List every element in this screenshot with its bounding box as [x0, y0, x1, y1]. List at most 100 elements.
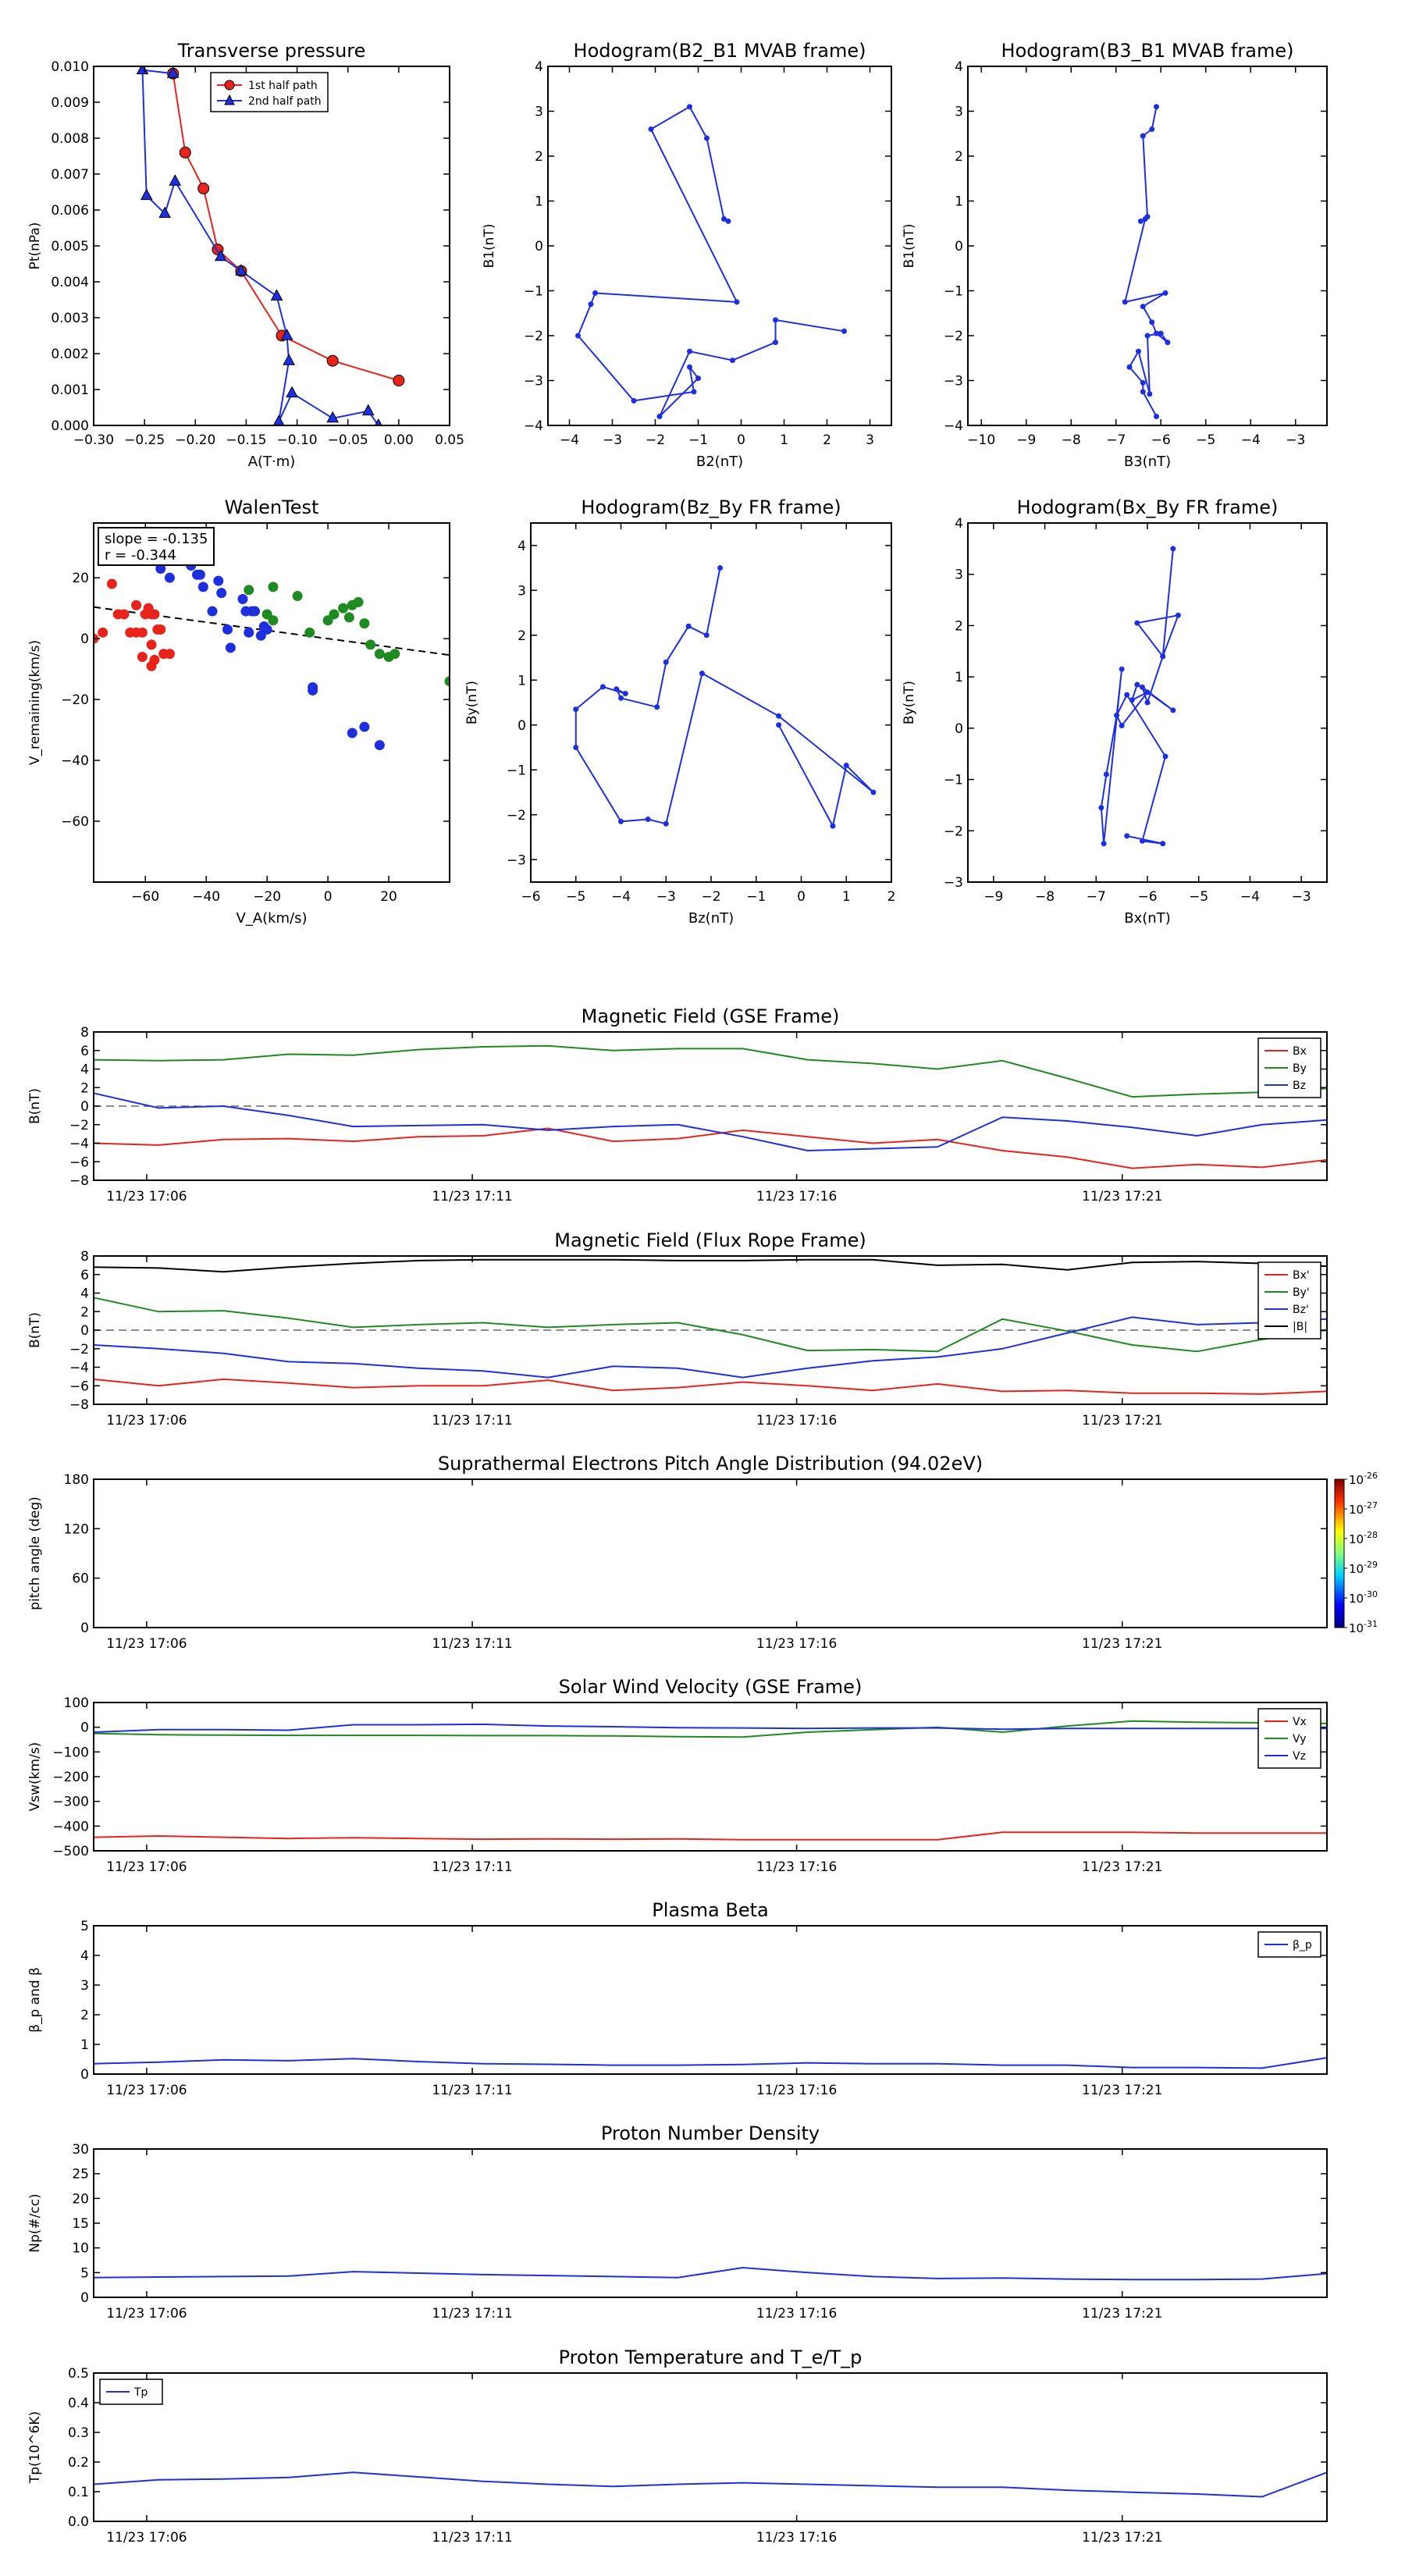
data-point [361, 404, 375, 416]
time-tick-label: 11/23 17:06 [106, 1413, 187, 1429]
x-tick-label: 20 [380, 889, 397, 905]
data-point [1119, 666, 1125, 672]
y-tick-label: 0.009 [51, 95, 89, 111]
scatter-point [244, 627, 254, 638]
plot-area [94, 551, 450, 751]
y-tick-label: 8 [80, 1249, 89, 1265]
x-tick-label: −6 [521, 889, 540, 905]
data-point [773, 317, 778, 323]
x-tick-label: −1 [688, 432, 708, 448]
scatter-point [112, 609, 123, 620]
data-point [1170, 707, 1176, 713]
data-point [573, 745, 579, 750]
y-tick-label: −100 [52, 1745, 89, 1760]
colorbar-exponent: -30 [1364, 1589, 1378, 1599]
data-point [773, 340, 778, 346]
x-tick-label: 3 [866, 432, 874, 448]
y-tick-label: 0.003 [51, 311, 89, 326]
y-tick-label: 1 [955, 194, 963, 210]
x-axis-label: B3(nT) [1124, 454, 1171, 470]
series-line [94, 2057, 1327, 2069]
x-tick-label: 0.00 [384, 432, 414, 448]
time-tick-label: 11/23 17:06 [106, 1859, 187, 1875]
y-axis-label: Pt(nPa) [27, 222, 43, 270]
series-line [94, 2266, 1327, 2281]
y-tick-label: 4 [518, 539, 526, 554]
time-tick-label: 11/23 17:11 [432, 1636, 512, 1652]
y-tick-label: 4 [80, 1948, 89, 1964]
time-tick-label: 11/23 17:11 [432, 2083, 512, 2098]
colorbar-exponent: -26 [1364, 1471, 1378, 1481]
y-tick-label: 4 [80, 1286, 89, 1302]
x-tick-label: −8 [1062, 432, 1081, 448]
x-tick-label: −3 [603, 432, 622, 448]
data-point [1162, 753, 1168, 760]
data-point [654, 704, 660, 710]
series-line [141, 69, 379, 425]
scatter-point [194, 569, 205, 580]
series-line [94, 1378, 1327, 1395]
scatter-point [292, 591, 303, 602]
time-tick-label: 11/23 17:16 [756, 1189, 837, 1204]
x-axis-label: B2(nT) [696, 454, 743, 470]
x-tick-label: −0.30 [73, 432, 114, 448]
data-point [1114, 712, 1120, 718]
scatter-point [244, 585, 254, 596]
scatter-point [106, 578, 117, 589]
data-point [1144, 689, 1151, 696]
data-point [1119, 723, 1125, 729]
chart-vsw: Solar Wind Velocity (GSE Frame) −500 −400 −… [27, 1676, 1328, 1875]
legend-label: Vz [1293, 1750, 1306, 1763]
colorbar-label: 10 [1349, 1621, 1364, 1635]
plot-frame [967, 66, 1328, 426]
time-tick-label: 11/23 17:11 [432, 1413, 512, 1429]
y-tick-label: −6 [69, 1155, 89, 1170]
data-point [691, 389, 697, 395]
scatter-point [347, 728, 357, 738]
scatter-point [268, 582, 279, 592]
data-point [158, 206, 172, 219]
time-tick-label: 11/23 17:21 [1082, 1636, 1162, 1652]
x-tick-label: −0.05 [328, 432, 368, 448]
y-tick-label: −1 [524, 284, 543, 300]
chart-beta: Plasma Beta 0 1 2 3 4 5 11/23 17:06 11/23 17:11 1… [27, 1899, 1328, 2098]
data-point [687, 104, 692, 110]
scatter-point [213, 575, 224, 586]
colorbar-exponent: -29 [1364, 1560, 1378, 1570]
y-tick-label: −60 [61, 814, 89, 830]
data-point [1149, 126, 1155, 132]
y-tick-label: −2 [944, 329, 963, 344]
y-tick-label: 25 [72, 2167, 89, 2183]
plot-area [1098, 546, 1181, 847]
time-tick-label: 11/23 17:21 [1082, 2083, 1162, 2098]
plot-area [1122, 104, 1171, 419]
scatter-point [155, 563, 166, 574]
scatter-point [389, 649, 400, 660]
x-tick-label: −9 [984, 889, 1003, 905]
chart-title: Proton Temperature and T_e/T_p [559, 2347, 863, 2368]
legend-box [210, 72, 329, 112]
data-point [215, 249, 227, 262]
y-axis-label: pitch angle (deg) [27, 1496, 43, 1610]
x-tick-label: −40 [192, 889, 220, 905]
y-tick-label: 6 [80, 1268, 89, 1283]
scatter-point [131, 627, 142, 638]
y-tick-label: 0 [80, 1099, 89, 1115]
plot-frame [93, 522, 450, 883]
y-tick-label: 8 [80, 1025, 89, 1041]
y-tick-label: 0.010 [51, 59, 89, 75]
y-tick-label: 0.2 [68, 2455, 89, 2471]
series-line [94, 1297, 1327, 1353]
y-tick-label: −3 [524, 374, 543, 390]
y-tick-label: 0.006 [51, 203, 89, 219]
y-tick-label: 3 [80, 1978, 89, 1994]
data-point [166, 66, 180, 78]
series-line [577, 105, 845, 418]
y-axis-label: B1(nT) [902, 224, 917, 269]
data-point [1140, 379, 1146, 386]
chart-h3: Hodogram(Bz_By FR frame) −3 −2 −1 0 1 2 3 4 −6 −5 −… [464, 496, 895, 927]
legend-label: Vy [1293, 1733, 1307, 1745]
time-tick-label: 11/23 17:06 [106, 2530, 187, 2546]
data-point [703, 632, 710, 639]
plot-area [94, 2057, 1327, 2069]
